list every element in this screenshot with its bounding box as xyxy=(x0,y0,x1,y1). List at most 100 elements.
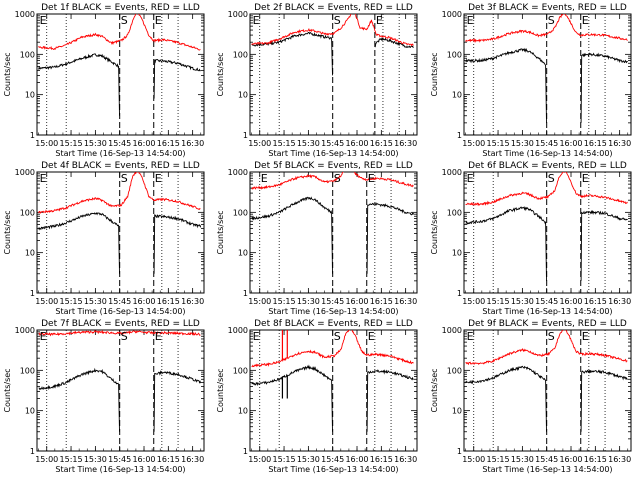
x-tick-label: 15:30 xyxy=(297,455,320,464)
x-tick-label: 15:45 xyxy=(321,455,344,464)
x-tick-label: 16:15 xyxy=(157,297,180,306)
events-series-line xyxy=(366,201,415,274)
plot-frame xyxy=(463,13,632,136)
events-series-line xyxy=(251,196,333,274)
eclipse-marker-label: E xyxy=(582,172,589,185)
eclipse-marker-label: E xyxy=(467,14,474,27)
lld-series-line xyxy=(38,14,201,51)
x-tick-label: 16:15 xyxy=(157,455,180,464)
panel-title: Det 3f BLACK = Events, RED = LLD xyxy=(468,3,627,13)
y-tick-label: 1000 xyxy=(15,168,35,177)
plot-frame xyxy=(249,329,418,452)
plot-frame xyxy=(463,171,632,294)
events-series-line xyxy=(374,36,414,49)
x-tick-label: 15:00 xyxy=(248,297,271,306)
saa-marker-label: S xyxy=(121,14,128,27)
plot-frame xyxy=(249,13,418,136)
eclipse-marker-label: E xyxy=(467,330,474,343)
x-tick-label: 16:15 xyxy=(370,139,393,148)
saa-marker-label: S xyxy=(334,14,341,27)
y-tick-label: 10 xyxy=(238,249,248,258)
y-tick-label: 10 xyxy=(452,249,462,258)
x-tick-label: 16:00 xyxy=(345,455,368,464)
plot-frame xyxy=(463,329,632,452)
x-tick-label: 15:15 xyxy=(273,139,296,148)
events-series-line xyxy=(153,370,202,432)
eclipse-marker-label: E xyxy=(40,172,47,185)
panel-title: Det 1f BLACK = Events, RED = LLD xyxy=(41,3,200,13)
y-tick-label: 1000 xyxy=(228,10,248,19)
saa-marker-label: S xyxy=(548,172,555,185)
y-axis-label: Counts/sec xyxy=(3,210,12,254)
x-tick-label: 16:00 xyxy=(559,297,582,306)
plot-frame xyxy=(36,171,205,294)
x-tick-label: 16:00 xyxy=(345,139,368,148)
events-series-line xyxy=(465,206,547,281)
x-tick-label: 15:45 xyxy=(535,455,558,464)
x-tick-label: 15:00 xyxy=(35,455,58,464)
y-tick-label: 1 xyxy=(243,131,248,140)
eclipse-marker-label: E xyxy=(368,172,375,185)
events-series-line xyxy=(251,31,333,76)
events-series-line xyxy=(465,365,547,432)
y-tick-label: 1 xyxy=(243,447,248,456)
y-tick-label: 100 xyxy=(20,208,35,217)
y-tick-label: 1 xyxy=(457,447,462,456)
eclipse-marker-label: E xyxy=(40,330,47,343)
x-tick-label: 15:15 xyxy=(487,297,510,306)
x-tick-label: 15:30 xyxy=(511,297,534,306)
saa-marker-label: S xyxy=(548,14,555,27)
lld-series-line xyxy=(465,172,628,207)
plot-frame xyxy=(249,171,418,294)
events-series-line xyxy=(366,369,414,432)
x-tick-label: 16:00 xyxy=(132,139,155,148)
x-tick-label: 16:30 xyxy=(181,455,204,464)
x-tick-label: 15:15 xyxy=(487,455,510,464)
x-tick-label: 16:15 xyxy=(584,139,607,148)
y-axis-label: Counts/sec xyxy=(216,52,225,96)
events-series-line xyxy=(580,369,628,432)
y-tick-label: 1000 xyxy=(15,10,35,19)
x-tick-label: 16:30 xyxy=(394,139,417,148)
x-tick-label: 16:30 xyxy=(608,455,631,464)
x-tick-label: 15:45 xyxy=(108,455,131,464)
x-axis-label: Start Time (16-Sep-13 14:54:00) xyxy=(268,149,398,158)
x-tick-label: 15:00 xyxy=(462,455,485,464)
lld-series-line xyxy=(251,14,414,47)
x-tick-label: 15:00 xyxy=(248,455,271,464)
events-series-line xyxy=(153,213,202,274)
y-axis-label: Counts/sec xyxy=(430,210,439,254)
eclipse-marker-label: E xyxy=(467,172,474,185)
lld-series-line xyxy=(38,172,201,214)
x-tick-label: 16:15 xyxy=(370,455,393,464)
eclipse-marker-label: E xyxy=(368,330,375,343)
panel-title: Det 4f BLACK = Events, RED = LLD xyxy=(41,161,200,171)
x-tick-label: 16:15 xyxy=(157,139,180,148)
x-tick-label: 16:00 xyxy=(345,297,368,306)
x-tick-label: 15:30 xyxy=(84,139,107,148)
y-tick-label: 100 xyxy=(447,366,462,375)
y-tick-label: 1000 xyxy=(442,10,462,19)
x-tick-label: 16:30 xyxy=(608,297,631,306)
x-tick-label: 15:00 xyxy=(462,139,485,148)
x-tick-label: 15:15 xyxy=(60,297,83,306)
y-tick-label: 1 xyxy=(30,289,35,298)
x-axis-label: Start Time (16-Sep-13 14:54:00) xyxy=(55,307,185,316)
x-tick-label: 15:30 xyxy=(511,455,534,464)
y-tick-label: 1 xyxy=(30,447,35,456)
y-tick-label: 1000 xyxy=(442,168,462,177)
y-tick-label: 10 xyxy=(25,407,35,416)
events-series-line xyxy=(38,367,120,432)
saa-marker-label: S xyxy=(548,330,555,343)
x-tick-label: 15:15 xyxy=(60,139,83,148)
x-tick-label: 15:00 xyxy=(35,139,58,148)
eclipse-marker-label: E xyxy=(253,14,260,27)
saa-marker-label: S xyxy=(334,172,341,185)
y-tick-label: 100 xyxy=(20,366,35,375)
y-tick-label: 1 xyxy=(457,131,462,140)
lld-series-line xyxy=(465,330,628,366)
eclipse-marker-label: E xyxy=(582,330,589,343)
eclipse-marker-label: E xyxy=(261,172,268,185)
lld-series-line xyxy=(38,330,201,337)
